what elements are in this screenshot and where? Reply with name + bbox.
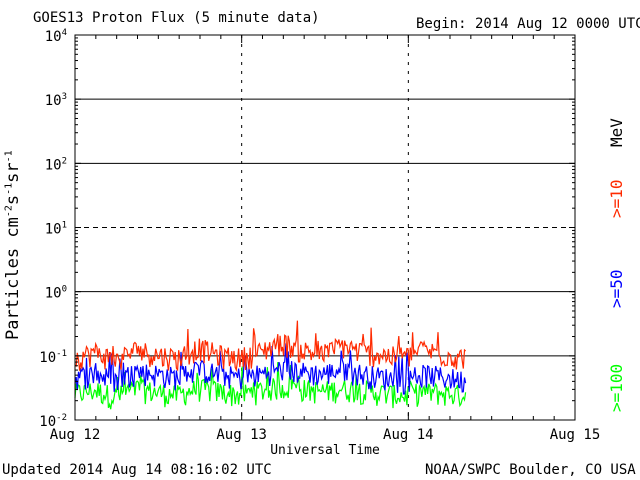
y-tick-label-2: 100	[45, 285, 67, 302]
x-tick-label-2: Aug 14	[383, 427, 434, 443]
y-tick-label-3: 101	[45, 221, 67, 238]
legend-ge100: >=100	[607, 363, 626, 412]
begin-label: Begin: 2014 Aug 12 0000 UTC	[416, 16, 640, 32]
y-tick-label-0: 10-2	[39, 413, 67, 430]
series-layer	[74, 320, 467, 410]
x-axis-label: Universal Time	[270, 443, 380, 458]
y-axis-label: Particles cm-2s-1sr-1	[2, 150, 23, 340]
y-tick-label-6: 104	[45, 28, 67, 45]
y-axis-label-text: Particles cm-2s-1sr-1	[2, 150, 23, 340]
legend-unit-mev: MeV	[607, 118, 626, 147]
x-tick-label-3: Aug 15	[550, 427, 601, 443]
grid-layer	[75, 35, 575, 420]
y-tick-label-5: 103	[45, 92, 67, 109]
tick-layer	[74, 34, 576, 421]
x-tick-label-0: Aug 12	[50, 427, 101, 443]
legend-ge50: >=50	[607, 269, 626, 308]
updated-timestamp: Updated 2014 Aug 14 08:16:02 UTC	[2, 462, 272, 478]
credit-text: NOAA/SWPC Boulder, CO USA	[425, 462, 636, 478]
series-line-50	[74, 343, 467, 395]
x-tick-label-1: Aug 13	[216, 427, 267, 443]
legend-ge10: >=10	[607, 179, 626, 218]
label-layer: 10-2 10-1 100 101 102 103 104 Aug 12 Aug 13 Aug 1…	[39, 28, 600, 458]
series-line-100	[74, 362, 467, 410]
chart-title: GOES13 Proton Flux (5 minute data)	[33, 10, 320, 26]
y-tick-label-4: 102	[45, 156, 67, 173]
y-tick-label-1: 10-1	[39, 349, 67, 366]
series-line-10	[74, 320, 467, 373]
